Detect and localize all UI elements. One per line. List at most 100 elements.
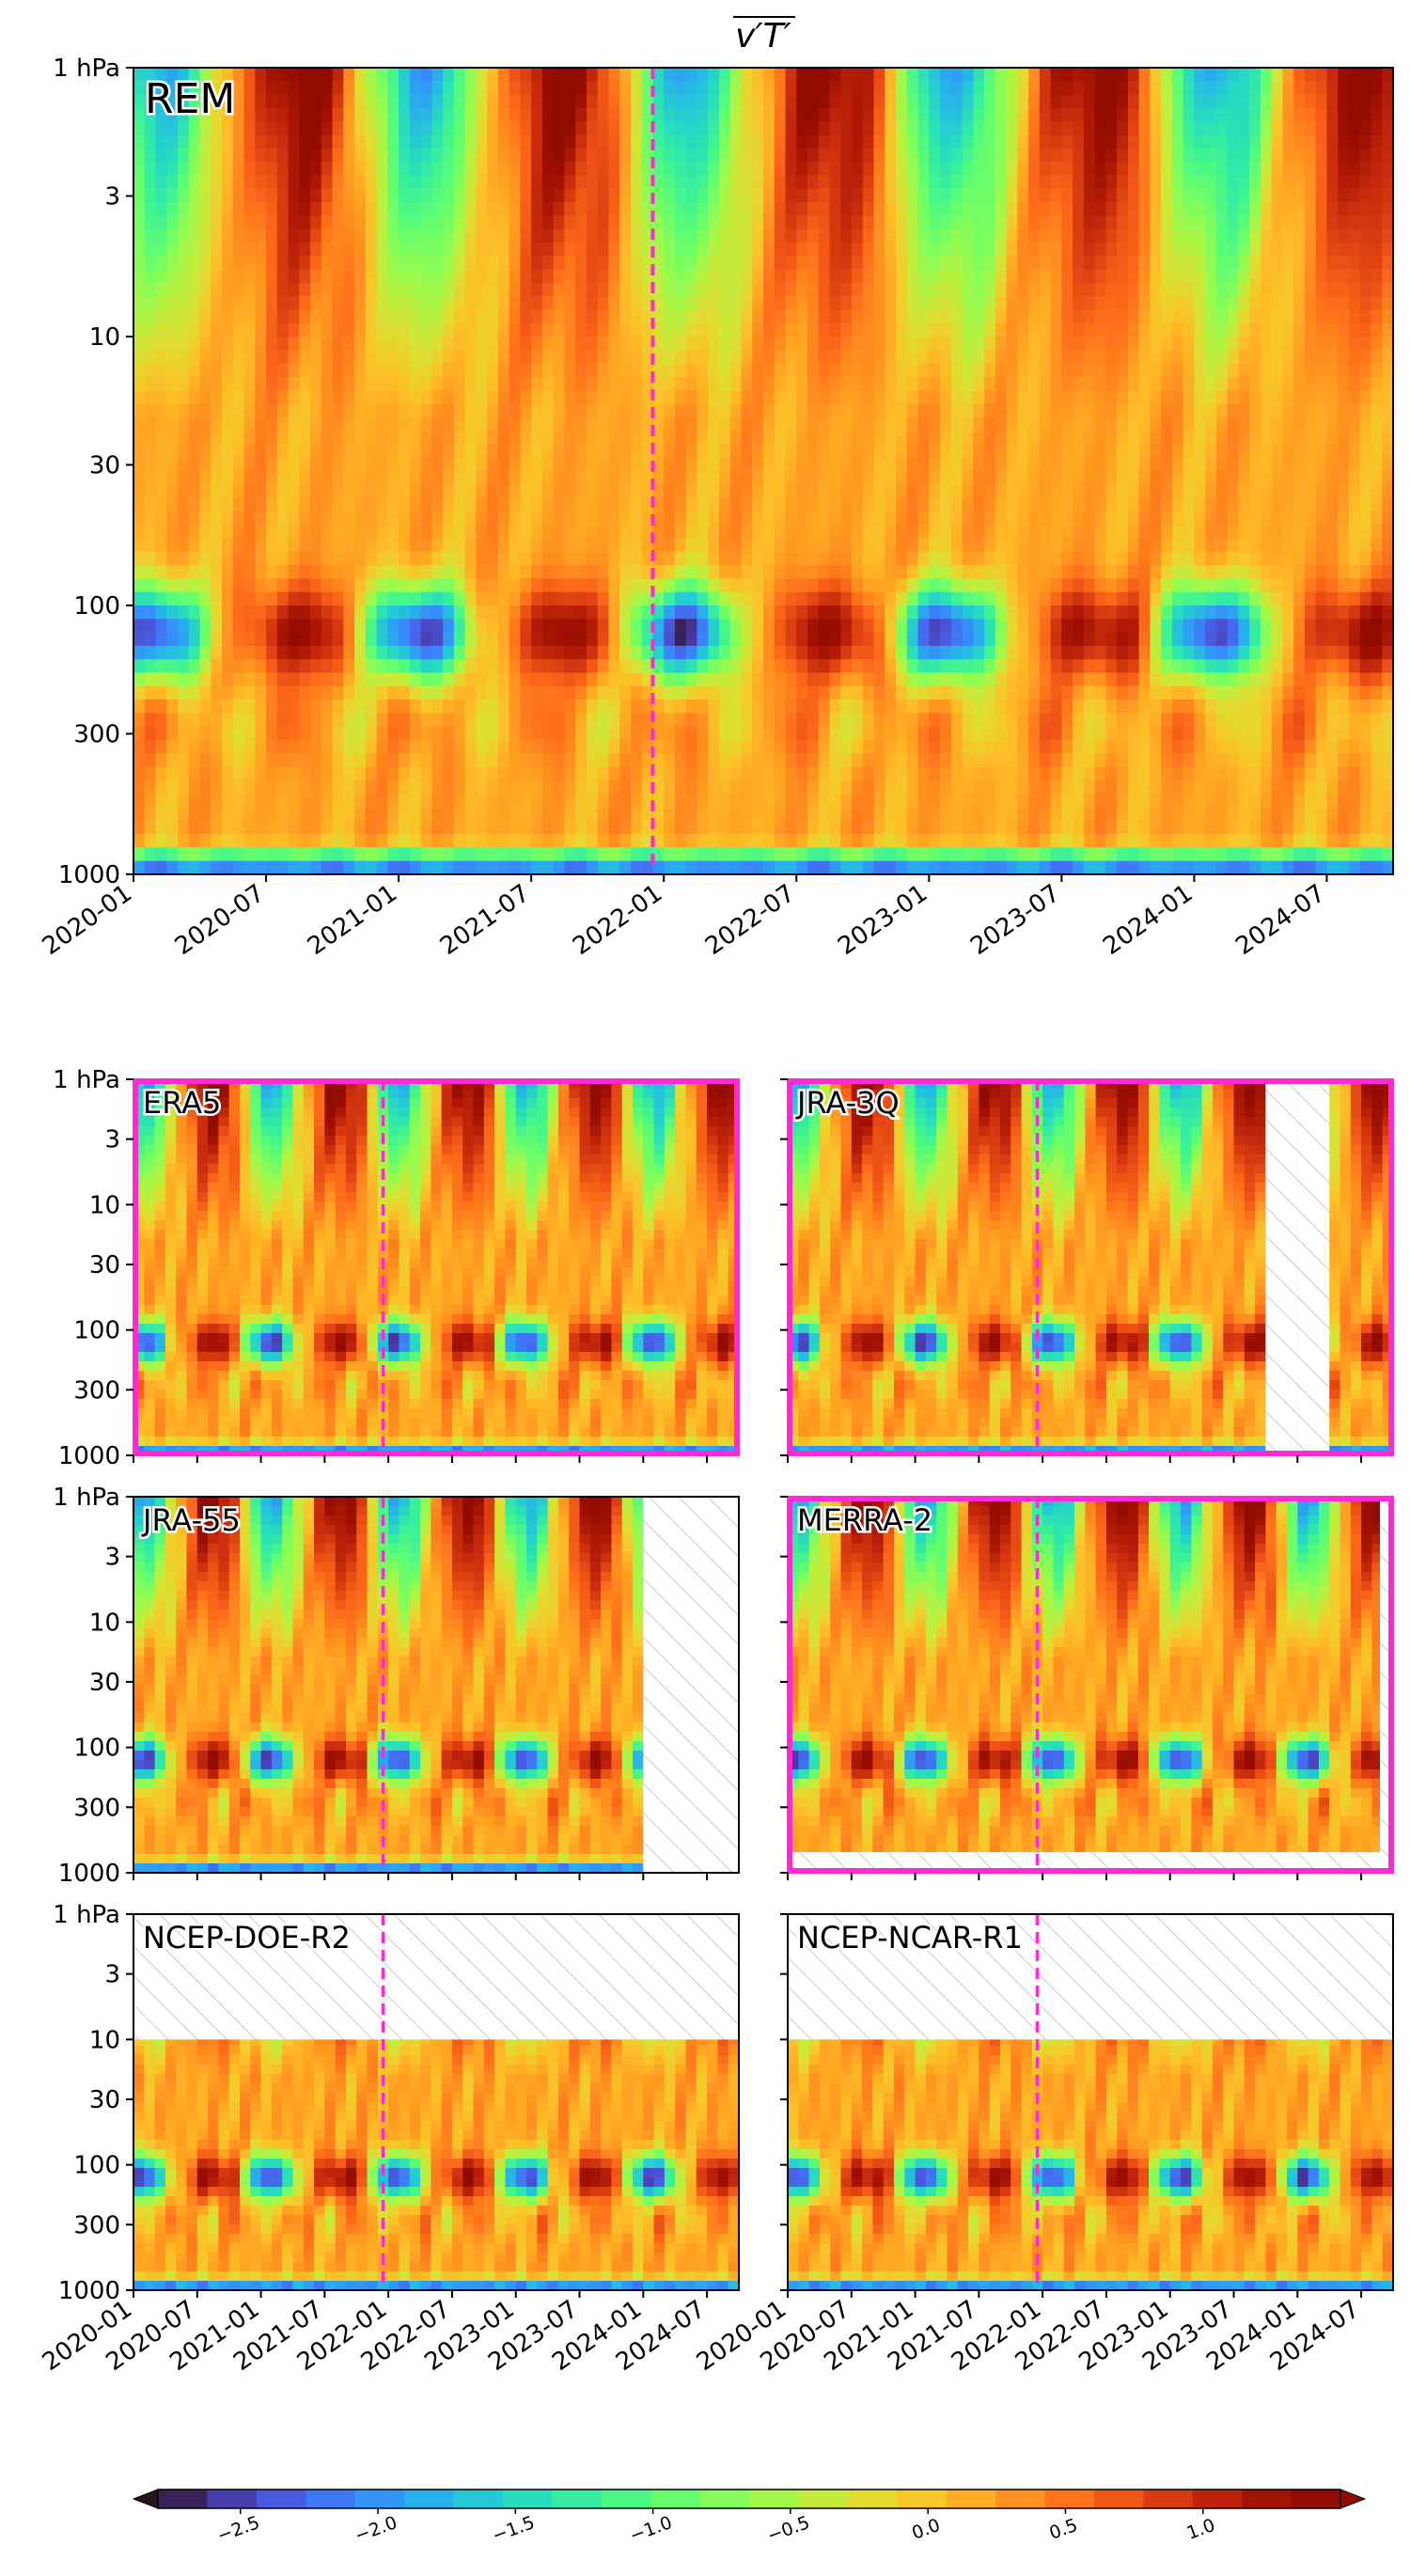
heatmap-cell — [917, 551, 931, 566]
heatmap-cell — [431, 605, 444, 620]
heatmap-cell — [708, 834, 720, 849]
heatmap-cell — [862, 228, 875, 243]
heatmap-cell — [541, 779, 555, 794]
heatmap-cell — [917, 337, 931, 352]
heatmap-cell — [852, 337, 864, 352]
heatmap-cell — [299, 619, 311, 634]
heatmap-cell — [1006, 309, 1019, 324]
heatmap-cell — [243, 256, 257, 271]
heatmap-cell — [1039, 376, 1052, 391]
heatmap-cell — [840, 591, 853, 606]
heatmap-cell — [575, 228, 588, 243]
heatmap-cell — [885, 820, 897, 835]
heatmap-cell — [509, 793, 522, 809]
heatmap-cell — [818, 860, 831, 874]
heatmap-cell — [984, 793, 996, 809]
heatmap-cell — [144, 659, 157, 674]
heatmap-cell — [652, 766, 666, 781]
heatmap-cell — [763, 766, 776, 781]
heatmap-cell — [829, 591, 842, 606]
heatmap-cell — [288, 256, 301, 271]
heatmap-cell — [929, 659, 941, 674]
heatmap-cell — [299, 672, 311, 687]
heatmap-cell — [973, 403, 985, 418]
heatmap-cell — [509, 578, 522, 593]
heatmap-cell — [453, 713, 466, 728]
heatmap-cell — [276, 484, 290, 499]
heatmap-cell — [962, 215, 975, 230]
heatmap-cell — [178, 847, 190, 862]
heatmap-cell — [840, 484, 853, 499]
heatmap-cell — [343, 134, 355, 149]
heatmap-cell — [1006, 510, 1019, 526]
heatmap-cell — [685, 188, 698, 203]
heatmap-cell — [729, 68, 743, 83]
heatmap-cell — [929, 175, 941, 190]
heatmap-cell — [807, 322, 820, 338]
heatmap-cell — [443, 525, 455, 540]
heatmap-cell — [487, 416, 499, 432]
heatmap-cell — [796, 296, 808, 311]
heatmap-cell — [697, 228, 710, 243]
heatmap-cell — [487, 847, 499, 862]
heatmap-cell — [541, 282, 555, 297]
heatmap-cell — [487, 471, 499, 486]
heatmap-cell — [365, 107, 378, 122]
heatmap-cell — [708, 820, 720, 835]
heatmap-cell — [188, 713, 201, 728]
heatmap-cell — [487, 834, 499, 849]
heatmap-cell — [917, 363, 931, 378]
heatmap-cell — [299, 497, 311, 512]
heatmap-cell — [807, 807, 820, 822]
heatmap-cell — [940, 766, 952, 781]
heatmap-cell — [399, 525, 411, 540]
heatmap-cell — [796, 740, 808, 755]
heatmap-cell — [443, 807, 455, 822]
heatmap-cell — [1006, 820, 1019, 835]
heatmap-cell — [520, 416, 532, 432]
heatmap-cell — [520, 672, 532, 687]
heatmap-cell — [619, 457, 632, 472]
heatmap-cell — [166, 416, 179, 432]
heatmap-cell — [266, 390, 278, 405]
heatmap-cell — [431, 779, 444, 794]
heatmap-cell — [453, 779, 466, 794]
heatmap-cell — [840, 713, 853, 728]
heatmap-cell — [917, 699, 931, 715]
heatmap-cell — [310, 188, 322, 203]
heatmap-cell — [818, 578, 831, 593]
heatmap-cell — [497, 685, 510, 700]
heatmap-cell — [741, 591, 754, 606]
heatmap-cell — [774, 403, 787, 418]
heatmap-cell — [729, 713, 743, 728]
heatmap-cell — [376, 672, 389, 687]
heatmap-cell — [586, 134, 599, 149]
heatmap-cell — [343, 699, 355, 715]
heatmap-cell — [211, 107, 223, 122]
heatmap-cell — [1017, 282, 1029, 297]
heatmap-cell — [476, 322, 488, 338]
heatmap-cell — [664, 645, 676, 660]
heatmap-cell — [166, 188, 179, 203]
heatmap-cell — [697, 296, 710, 311]
heatmap-cell — [785, 269, 798, 284]
heatmap-cell — [641, 753, 654, 768]
heatmap-cell — [818, 834, 831, 849]
heatmap-cell — [917, 525, 931, 540]
heatmap-cell — [476, 510, 488, 526]
heatmap-cell — [973, 457, 985, 472]
heatmap-cell — [476, 162, 488, 177]
heatmap-cell — [420, 766, 433, 781]
heatmap-cell — [487, 444, 499, 459]
heatmap-cell — [387, 497, 400, 512]
heatmap-cell — [144, 672, 157, 687]
heatmap-cell — [222, 431, 234, 446]
heatmap-cell — [1028, 242, 1041, 257]
heatmap-cell — [310, 68, 322, 83]
heatmap-cell — [885, 322, 897, 338]
heatmap-cell — [376, 322, 389, 338]
heatmap-cell — [741, 672, 754, 687]
heatmap-cell — [178, 860, 190, 874]
heatmap-cell — [188, 551, 201, 566]
heatmap-cell — [896, 632, 908, 647]
